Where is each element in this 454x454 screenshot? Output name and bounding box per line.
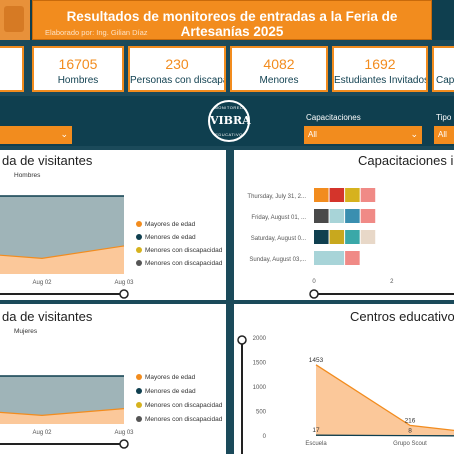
- panel-centros: Centros educativo 0 500 1000 1500 2000 1453 17…: [234, 304, 454, 454]
- kpi-card-capacitaciones: Capacitaciones: [432, 46, 454, 92]
- x-tick-label: Aug 02: [32, 430, 52, 436]
- vibra-logo: MONITOREO VIBRA EDUCATIVO: [208, 100, 251, 142]
- kpi-value: 230: [165, 56, 189, 72]
- x-tick-label: Escuela: [305, 441, 327, 447]
- kpi-label: Menores: [259, 75, 299, 86]
- kpi-card-hombres: 16705 Hombres: [32, 46, 124, 92]
- page-subtitle: Elaborado por: Ing. Gilian Díaz: [45, 28, 148, 37]
- panel-capacitaciones: Capacitaciones i Thursday, July 31, 2...…: [234, 150, 454, 300]
- bar-segment: [360, 188, 376, 202]
- legend-item: Mayores de edad: [136, 221, 195, 228]
- legend-item: Mayores de edad: [136, 374, 195, 381]
- capacitaciones-filter-dropdown[interactable]: All ⌄: [304, 126, 422, 144]
- bar-segment: [345, 209, 360, 223]
- capacitaciones-filter-label: Capacitaciones: [306, 113, 361, 122]
- panel-title: Centros educativo: [350, 309, 454, 324]
- line-mayores: [0, 245, 125, 260]
- area-menores: [0, 376, 124, 416]
- tipo-filter-label: Tipo: [436, 113, 452, 122]
- kpi-card-discapacidad: 230 Personas con discapacidad: [128, 46, 226, 92]
- data-label: 17: [312, 427, 320, 434]
- kpi-label: Capacitaciones: [436, 75, 454, 86]
- panel-hombres: da de visitantes Hombres Aug 01Aug 02Aug…: [0, 150, 226, 300]
- panel-subtitle: Mujeres: [14, 328, 38, 335]
- legend-item: Menores con discapacidad: [136, 260, 222, 267]
- panel-subtitle: Hombres: [14, 172, 41, 179]
- x-tick-label: Aug 03: [114, 280, 134, 286]
- kpi-value: 4082: [263, 56, 295, 72]
- bar-segment: [314, 188, 329, 202]
- x-tick-label: Aug 03: [114, 430, 134, 436]
- date-slider-handle: [119, 439, 129, 449]
- bar-segment: [314, 209, 329, 223]
- x-tick-label: Grupo Scout: [393, 441, 427, 447]
- line-series: [315, 364, 454, 432]
- data-label: 1453: [309, 357, 324, 364]
- bar-segment: [345, 230, 360, 244]
- date-slider-handle: [119, 289, 129, 299]
- kpi-card-estudiantes: 1692 Estudiantes Invitados: [332, 46, 428, 92]
- bar-segment: [314, 251, 345, 265]
- bar-segment: [360, 209, 376, 223]
- y-tick-label: 1500: [253, 361, 267, 367]
- area-chart-centros: 0 500 1000 1500 2000 1453 17 Escuela 216 8 Grupo S…: [237, 335, 454, 454]
- range-slider-handle: [309, 289, 319, 299]
- panel-mujeres: da de visitantes Mujeres Aug 01Aug 02Aug…: [0, 304, 226, 454]
- header-bar: Resultados de monitoreos de entradas a l…: [0, 0, 454, 40]
- category-label: Sunday, August 03,...: [249, 257, 306, 263]
- bar-segment: [329, 230, 345, 244]
- bar-segment: [345, 188, 360, 202]
- x-tick-label: 0: [312, 279, 316, 285]
- tipo-filter-dropdown[interactable]: All: [434, 126, 454, 144]
- panel-title: da de visitantes: [2, 153, 93, 168]
- kpi-value: 1692: [364, 56, 396, 72]
- y-tick-label: 0: [263, 434, 267, 440]
- feria-logo: [0, 0, 30, 40]
- page-title: Resultados de monitoreos de entradas a l…: [66, 9, 398, 39]
- chevron-down-icon: ⌄: [410, 129, 418, 139]
- data-label: 216: [405, 417, 416, 424]
- chevron-down-icon: ⌄: [60, 129, 68, 139]
- legend-item: Menores de edad: [136, 388, 196, 395]
- area-menores: [0, 196, 124, 259]
- legend-item: Menores con discapacidad: [136, 416, 222, 423]
- kpi-label: Estudiantes Invitados: [334, 75, 428, 86]
- kpi-label: Hombres: [57, 75, 99, 86]
- kpi-card-partial: [0, 46, 24, 92]
- title-banner: Resultados de monitoreos de entradas a l…: [32, 0, 432, 40]
- kpi-card-menores: 4082 Menores: [230, 46, 328, 92]
- x-tick-label: 2: [390, 279, 394, 285]
- y-tick-label: 500: [256, 410, 267, 416]
- category-label: Saturday, August 0...: [251, 236, 307, 242]
- vertical-slider-handle: [237, 335, 247, 345]
- bar-segment: [329, 188, 345, 202]
- area-mayores: [0, 245, 124, 274]
- legend-item: Menores de edad: [136, 234, 196, 241]
- data-label: 8: [408, 428, 412, 435]
- bar-segment: [345, 251, 360, 265]
- panel-title: da de visitantes: [2, 309, 93, 324]
- area-mayores: [0, 408, 124, 424]
- left-filter-dropdown[interactable]: ⌄: [0, 126, 72, 144]
- kpi-label: Personas con discapacidad: [130, 75, 224, 86]
- category-label: Thursday, July 31, 2...: [247, 194, 306, 200]
- bar-segment: [314, 230, 329, 244]
- bar-segment: [329, 209, 345, 223]
- bar-chart-capacitaciones: Thursday, July 31, 2... Friday, August 01…: [247, 188, 454, 299]
- panel-title: Capacitaciones i: [358, 153, 454, 168]
- y-tick-label: 1000: [253, 385, 267, 391]
- y-tick-label: 2000: [253, 336, 267, 342]
- x-tick-label: Aug 02: [32, 280, 52, 286]
- line-mayores: [0, 408, 125, 416]
- category-label: Friday, August 01, ...: [251, 215, 306, 221]
- bar-segment: [360, 230, 376, 244]
- area-series: [316, 364, 454, 436]
- kpi-value: 16705: [58, 56, 98, 72]
- legend-item: Menores con discapacidad: [136, 247, 222, 254]
- legend-item: Menores con discapacidad: [136, 402, 222, 409]
- line-series-secondary: [315, 434, 454, 437]
